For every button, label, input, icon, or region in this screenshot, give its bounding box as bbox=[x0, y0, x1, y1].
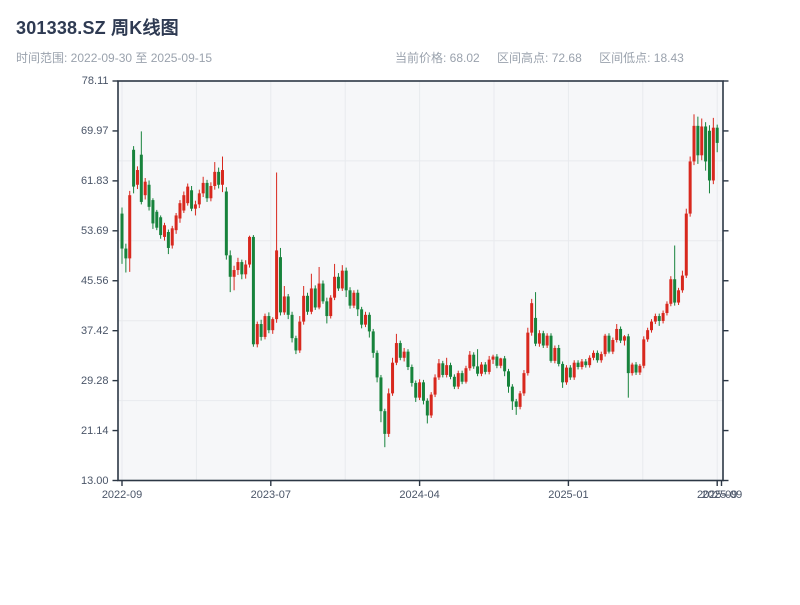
y-tick-label: 69.97 bbox=[80, 124, 109, 137]
current-price-stat: 当前价格: 68.02 bbox=[395, 51, 480, 65]
range-low-label: 区间低点: bbox=[599, 51, 654, 65]
y-tick-label: 53.69 bbox=[80, 224, 109, 237]
range-low-stat: 区间低点: 18.43 bbox=[599, 51, 684, 65]
y-tick-label: 13.00 bbox=[80, 474, 109, 487]
x-tick-label: 2025-09 bbox=[701, 488, 743, 501]
y-tick-label: 37.42 bbox=[80, 324, 109, 337]
y-tick-label: 29.28 bbox=[80, 374, 109, 387]
range-high-stat: 区间高点: 72.68 bbox=[497, 51, 582, 65]
x-tick-label: 2024-04 bbox=[399, 488, 440, 501]
range-low-value: 18.43 bbox=[653, 51, 684, 65]
x-tick-label: 2023-07 bbox=[250, 488, 291, 501]
y-tick-label: 61.83 bbox=[80, 174, 109, 187]
page-title: 301338.SZ 周K线图 bbox=[16, 18, 179, 38]
current-price-value: 68.02 bbox=[449, 51, 480, 65]
current-price-label: 当前价格: bbox=[395, 51, 450, 65]
range-high-value: 72.68 bbox=[551, 51, 582, 65]
y-tick-label: 78.11 bbox=[81, 75, 109, 87]
y-tick-label: 45.56 bbox=[80, 274, 109, 287]
x-tick-label: 2025-09 bbox=[697, 488, 738, 501]
x-tick-label: 2022-09 bbox=[101, 488, 143, 501]
x-tick-label: 2025-01 bbox=[548, 488, 589, 501]
range-high-label: 区间高点: bbox=[497, 51, 552, 65]
stats-row: 当前价格: 68.02 区间高点: 72.68 区间低点: 18.43 bbox=[395, 49, 698, 66]
date-range-label: 时间范围: 2022-09-30 至 2025-09-15 bbox=[16, 51, 213, 65]
y-tick-label: 21.14 bbox=[80, 424, 109, 437]
